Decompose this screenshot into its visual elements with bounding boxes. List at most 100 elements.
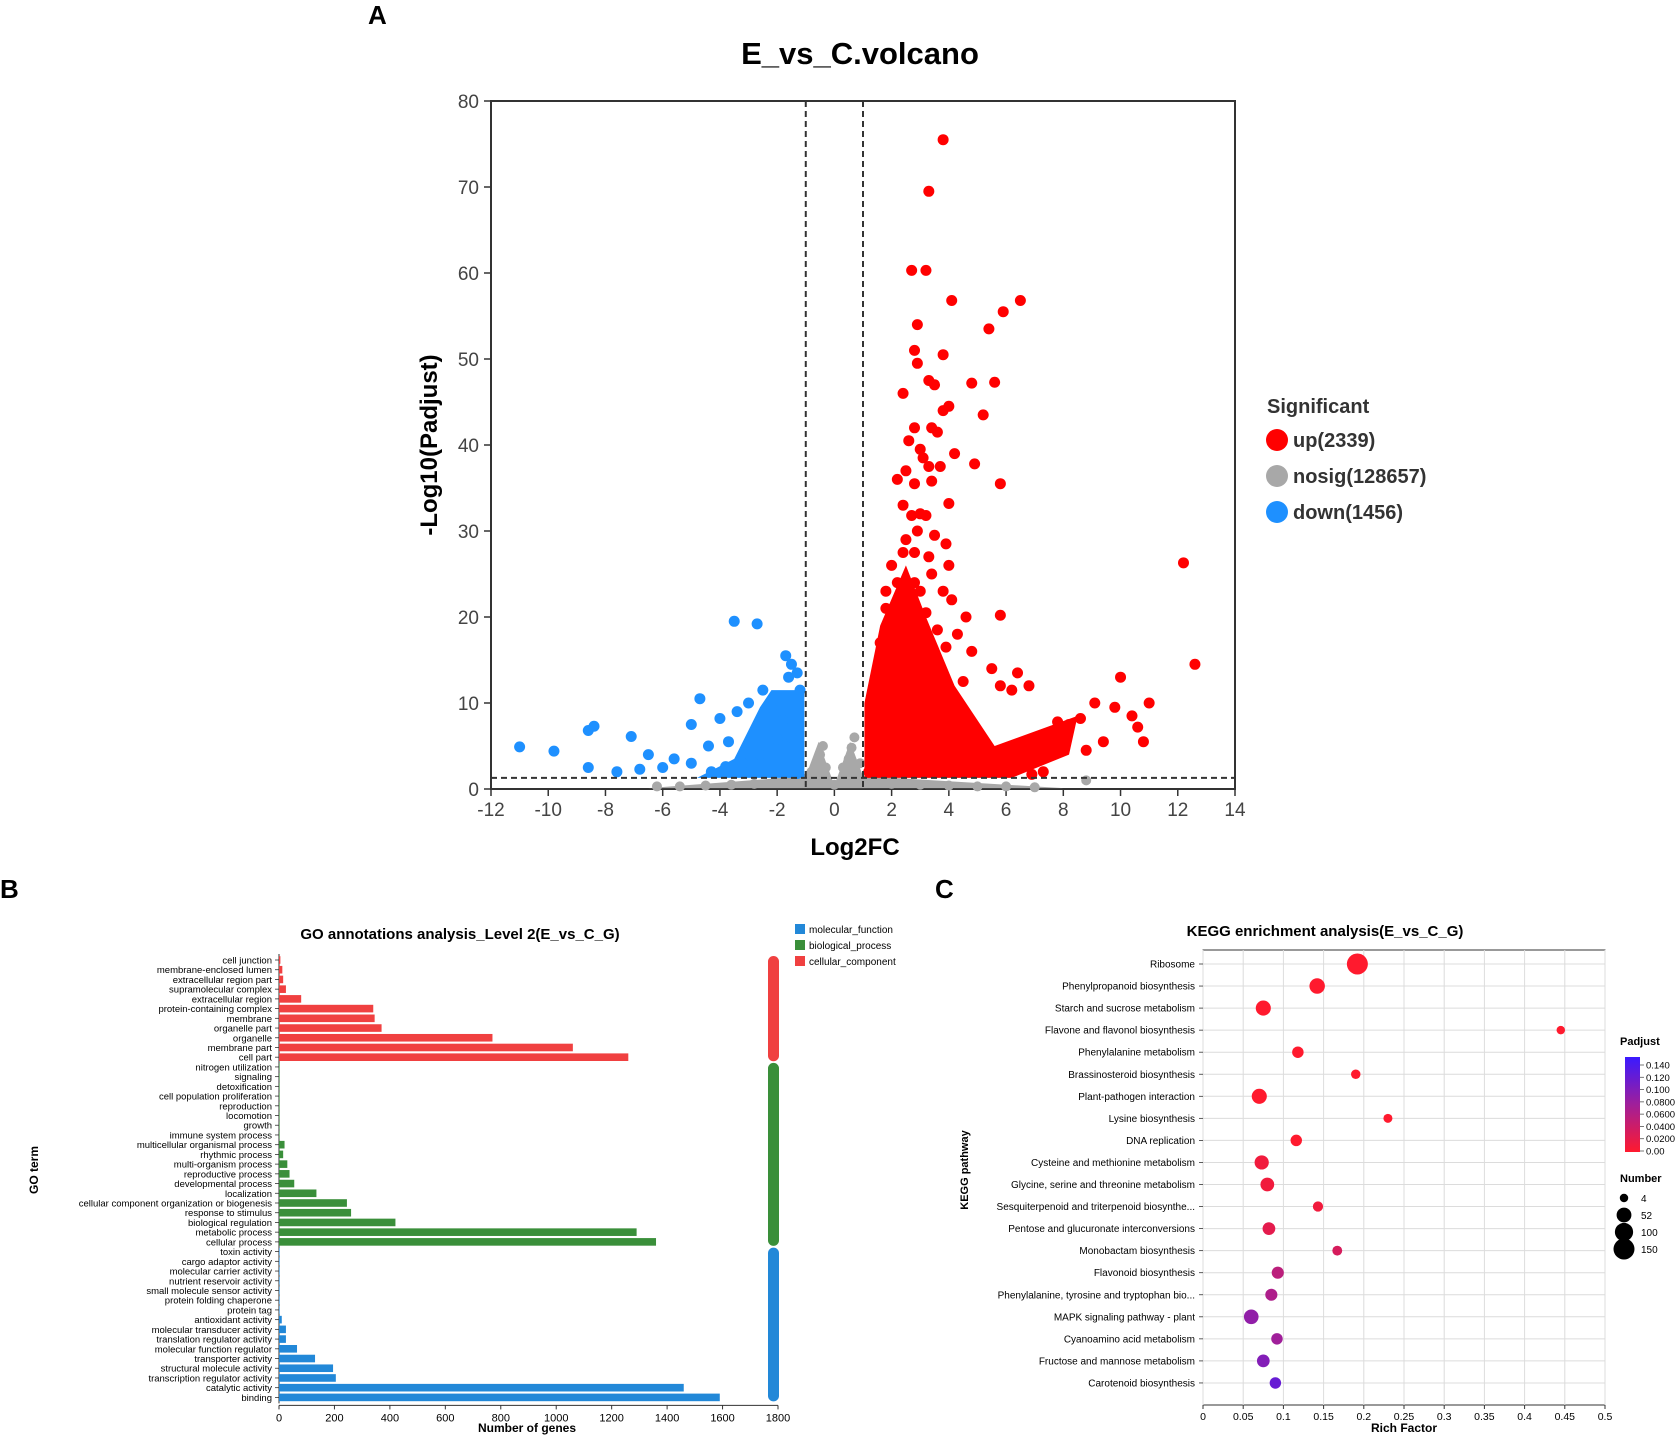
go-term-label: transcription regulator activity xyxy=(148,1373,272,1384)
up-point xyxy=(886,757,898,769)
down-point xyxy=(642,749,654,761)
up-point xyxy=(914,585,926,597)
up-point xyxy=(937,349,949,361)
kegg-x-axis: 0 0.05 0.1 0.15 0.2 0.25 0.3 0.35 0.4 0.45 0.5 xyxy=(1200,1405,1612,1423)
go-bar xyxy=(279,1306,280,1314)
go-term-label: developmental process xyxy=(174,1179,272,1190)
go-term-label: antioxidant activity xyxy=(194,1315,272,1326)
up-point xyxy=(1137,736,1149,748)
up-point xyxy=(909,344,921,356)
go-group-indicators xyxy=(768,956,779,1402)
kegg-x-tick-label: 0.2 xyxy=(1356,1411,1371,1423)
go-legend-label: molecular_function xyxy=(809,925,893,936)
up-point xyxy=(1109,701,1121,713)
kegg-bubble-chart: KEGG enrichment analysis(E_vs_C_G) Ribos… xyxy=(959,923,1675,1435)
up-point xyxy=(994,609,1006,621)
volcano-x-tick-label: 12 xyxy=(1167,800,1188,821)
volcano-threshold-lines xyxy=(491,101,1235,789)
down-point xyxy=(685,719,697,730)
kegg-size-legend-label: 100 xyxy=(1641,1228,1658,1239)
kegg-pathway-label: Cyanoamino acid metabolism xyxy=(1064,1334,1195,1345)
volcano-y-tick-label: 40 xyxy=(458,436,479,457)
volcano-x-tick-label: 2 xyxy=(886,800,897,821)
go-term-label: molecular function regulator xyxy=(155,1344,272,1355)
kegg-pathway-label: Pentose and glucuronate interconversions xyxy=(1008,1224,1195,1235)
go-term-label: organelle part xyxy=(214,1024,272,1035)
go-term-label: multicellular organismal process xyxy=(137,1140,272,1151)
volcano-x-tick-label: 8 xyxy=(1058,800,1069,821)
volcano-points xyxy=(514,134,1201,793)
go-term-label: protein tag xyxy=(227,1305,272,1316)
volcano-y-axis-label: -Log10(Padjust) xyxy=(416,354,443,535)
kegg-pathway-label: Carotenoid biosynthesis xyxy=(1088,1378,1195,1389)
go-bar xyxy=(279,1043,573,1052)
nosig-point xyxy=(849,732,860,743)
volcano-y-tick-label: 0 xyxy=(468,780,479,801)
kegg-pathway-label: Fructose and mannose metabolism xyxy=(1039,1356,1195,1367)
panel-letter-b: B xyxy=(0,874,19,904)
kegg-size-legend-title: Number xyxy=(1620,1173,1662,1185)
up-point xyxy=(994,478,1006,490)
down-point xyxy=(720,761,732,773)
volcano-x-tick-label: 6 xyxy=(1001,800,1012,821)
kegg-colorbar-title: Padjust xyxy=(1620,1036,1660,1048)
up-point xyxy=(931,624,943,636)
down-point xyxy=(705,766,717,778)
volcano-legend-swatch xyxy=(1266,429,1288,451)
kegg-pathway-label: Flavone and flavonol biosynthesis xyxy=(1045,1026,1195,1037)
up-point xyxy=(957,676,969,687)
up-point xyxy=(937,585,949,597)
go-x-axis: 0 200 400 600 800 1000 1200 1400 1600 1800 xyxy=(276,1404,790,1424)
go-bar xyxy=(279,1345,298,1353)
go-bar xyxy=(279,1267,280,1275)
up-point xyxy=(923,551,935,563)
up-point xyxy=(940,641,952,653)
up-point xyxy=(989,376,1001,388)
down-point xyxy=(714,712,726,724)
go-bar xyxy=(279,1024,382,1032)
kegg-bubble xyxy=(1256,1354,1270,1368)
up-point xyxy=(1132,721,1144,733)
up-point xyxy=(997,306,1009,318)
go-term-label: cell population proliferation xyxy=(159,1092,272,1103)
go-term-label: cell part xyxy=(239,1053,273,1064)
kegg-pathway-label: Phenylalanine, tyrosine and tryptophan b… xyxy=(998,1290,1195,1301)
go-legend-swatch xyxy=(795,924,805,934)
kegg-colorbar-tick-label: 0.00 xyxy=(1646,1147,1665,1158)
nosig-point xyxy=(812,758,823,769)
go-bar xyxy=(279,1102,280,1110)
down-point xyxy=(657,762,669,773)
up-point xyxy=(929,529,941,541)
go-bar xyxy=(279,1004,374,1013)
down-point xyxy=(751,618,763,630)
kegg-pathway-label: Monobactam biosynthesis xyxy=(1079,1246,1195,1257)
go-term-label: protein folding chaperone xyxy=(165,1296,272,1307)
volcano-y-tick-label: 20 xyxy=(458,608,479,629)
panel-letter-c: C xyxy=(935,874,954,904)
go-bar xyxy=(279,1228,637,1236)
go-bar xyxy=(279,1296,280,1304)
down-point xyxy=(611,766,623,778)
volcano-x-tick-label: -2 xyxy=(769,800,786,821)
go-term-label: biological regulation xyxy=(188,1218,272,1229)
volcano-y-tick-label: 80 xyxy=(458,92,479,113)
go-term-label: cellular process xyxy=(206,1237,272,1248)
go-bar xyxy=(279,1063,280,1071)
nosig-point xyxy=(651,781,662,792)
go-legend: molecular_function biological_processcell… xyxy=(795,924,896,968)
up-point xyxy=(943,497,955,509)
down-point xyxy=(780,650,792,662)
up-point xyxy=(886,559,898,571)
down-point xyxy=(757,684,769,696)
go-bar xyxy=(279,1199,347,1207)
up-point xyxy=(1014,295,1026,307)
volcano-x-tick-label: 10 xyxy=(1110,800,1131,821)
go-bar xyxy=(279,1179,295,1188)
kegg-pathway-labels: Ribosome Phenylpropanoid biosynthesis Star… xyxy=(997,960,1203,1389)
kegg-x-tick-label: 0 xyxy=(1200,1411,1206,1423)
go-bar xyxy=(279,1014,375,1023)
kegg-bubble xyxy=(1332,1245,1343,1256)
kegg-bubble xyxy=(1262,1222,1276,1235)
kegg-bubble xyxy=(1290,1134,1303,1147)
